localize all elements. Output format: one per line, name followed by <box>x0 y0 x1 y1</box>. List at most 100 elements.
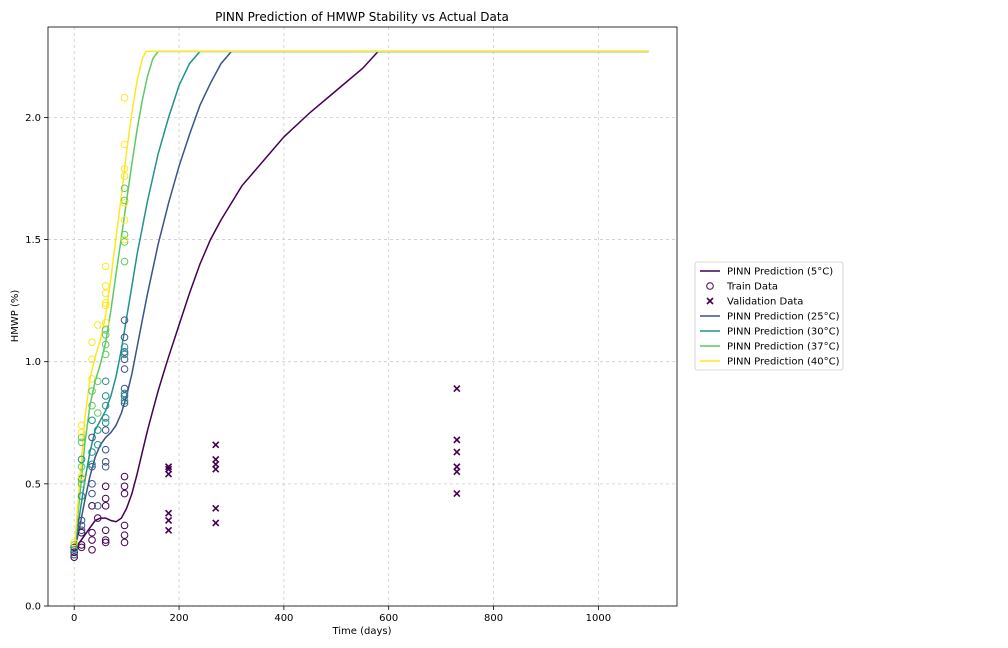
train-data-point <box>88 536 96 544</box>
train-data-point <box>101 262 110 271</box>
train-data-point <box>101 458 110 466</box>
train-data-point <box>77 528 86 537</box>
train-data-point <box>120 164 129 173</box>
train-data-point <box>120 196 129 205</box>
train-data-point <box>120 350 129 359</box>
train-data-point <box>77 421 86 430</box>
train-data-point <box>88 502 96 510</box>
series-line <box>73 50 649 553</box>
train-data-point <box>120 235 129 244</box>
train-data-point <box>101 418 110 427</box>
train-data-point <box>120 238 129 246</box>
train-data-point <box>120 489 129 498</box>
train-data-point <box>120 399 129 408</box>
validation-marker-stroke <box>212 441 220 449</box>
legend-circle-swatch <box>706 282 714 290</box>
train-data-point <box>88 338 96 346</box>
train-data-point <box>77 516 86 525</box>
train-data-point <box>88 448 96 456</box>
y-tick-label: 0.5 <box>25 479 41 490</box>
train-data-point <box>120 472 129 481</box>
train-data-point <box>77 492 86 500</box>
train-data-point <box>120 389 129 398</box>
train-data-point <box>101 340 110 349</box>
train-data-point <box>120 343 129 351</box>
train-data-point <box>120 482 129 491</box>
train-data-point <box>101 282 110 290</box>
train-data-point <box>101 482 110 491</box>
train-data-point <box>101 538 110 547</box>
train-data-point <box>120 521 129 530</box>
train-data-point <box>93 514 102 522</box>
validation-marker-stroke <box>453 463 461 471</box>
y-tick-label: 0.0 <box>25 602 41 613</box>
train-data-point <box>101 289 110 298</box>
train-data-point <box>101 350 110 359</box>
validation-marker-stroke <box>453 448 461 456</box>
y-tick-label: 1.0 <box>25 357 41 368</box>
train-data-point <box>101 401 110 410</box>
x-tick-label: 200 <box>169 613 188 624</box>
validation-data-point <box>164 465 173 473</box>
validation-data-point <box>212 519 220 527</box>
train-data-point <box>77 480 86 488</box>
validation-data-point <box>212 504 220 512</box>
train-data-point <box>120 184 129 193</box>
train-data-point <box>120 94 129 102</box>
train-data-point <box>77 526 86 535</box>
train-data-point <box>88 401 96 410</box>
train-data-point <box>93 426 102 434</box>
train-data-point <box>88 433 96 442</box>
train-data-point <box>120 348 129 356</box>
validation-data-point <box>453 463 461 471</box>
plot-area-frame <box>47 26 678 607</box>
validation-data-point <box>164 516 173 525</box>
x-tick-label: 1000 <box>586 613 611 624</box>
train-data-point <box>120 396 129 405</box>
chart-title: PINN Prediction of HMWP Stability vs Act… <box>215 10 509 24</box>
train-data-point <box>101 392 110 400</box>
validation-marker-stroke <box>212 504 220 512</box>
train-data-point <box>77 462 86 471</box>
train-data-point <box>101 299 110 307</box>
train-data-point <box>101 318 110 327</box>
train-data-point <box>70 541 79 549</box>
x-axis-label: Time (days) <box>331 626 391 637</box>
validation-data-point <box>453 490 461 498</box>
train-data-point <box>70 546 79 554</box>
train-data-point <box>70 548 79 557</box>
train-data-point <box>120 216 129 224</box>
train-data-point <box>77 475 86 483</box>
validation-marker-stroke <box>453 385 461 393</box>
train-data-point <box>70 538 79 547</box>
train-data-point <box>120 538 129 547</box>
train-data-point <box>101 445 110 454</box>
train-data-point <box>77 433 86 442</box>
legend-label: Train Data <box>726 282 778 293</box>
legend-label: PINN Prediction (30°C) <box>727 327 840 338</box>
validation-marker-stroke <box>164 526 173 534</box>
series-line <box>73 50 649 551</box>
train-data-point <box>120 384 129 393</box>
legend-x-swatch <box>706 297 714 305</box>
train-data-point <box>120 257 129 266</box>
legend-box <box>694 261 844 371</box>
train-data-point <box>101 426 110 434</box>
train-data-point <box>70 543 79 552</box>
train-data-point <box>101 326 110 334</box>
train-data-point <box>120 392 129 400</box>
train-data-point <box>77 543 86 552</box>
series-line <box>73 50 649 553</box>
train-data-point <box>120 355 129 364</box>
validation-data-point <box>453 436 461 444</box>
legend-label: Validation Data <box>727 297 803 308</box>
train-data-point <box>120 172 129 180</box>
y-tick-label: 1.5 <box>25 235 41 246</box>
validation-marker-stroke <box>453 490 461 498</box>
train-data-point <box>88 489 96 498</box>
train-data-point <box>88 387 96 395</box>
train-data-point <box>93 321 102 329</box>
validation-data-point <box>212 441 220 449</box>
x-tick-label: 400 <box>274 613 293 624</box>
series-line <box>73 50 649 553</box>
